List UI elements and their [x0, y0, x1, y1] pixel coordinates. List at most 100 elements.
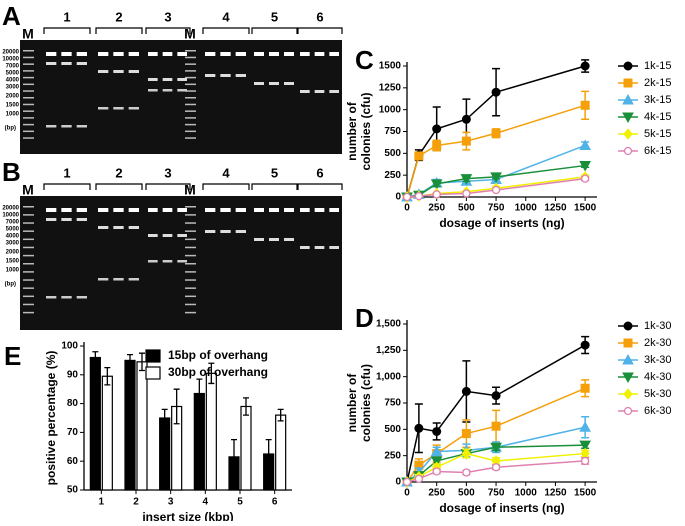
point	[432, 124, 442, 134]
ladder-band	[185, 97, 196, 99]
legend-label: 3k-30	[644, 354, 672, 366]
ladder-unit: (bp)	[5, 282, 16, 288]
ladder-band	[23, 83, 34, 86]
gel-band	[314, 208, 325, 212]
gel-band	[162, 208, 173, 212]
panel-label: A	[2, 1, 21, 31]
legend-marker	[622, 372, 634, 384]
lane-bracket	[202, 27, 250, 34]
point	[491, 185, 501, 195]
lane-bracket	[95, 27, 143, 34]
point	[414, 191, 424, 201]
y-tick-label: 500	[384, 424, 401, 435]
y-tick-label: 0	[395, 192, 401, 203]
gel-band	[284, 208, 294, 212]
gel-band	[162, 260, 173, 263]
ladder-band	[185, 287, 196, 289]
ladder-label: 20000	[2, 206, 19, 212]
gel-band	[113, 107, 124, 110]
ladder-band	[185, 117, 196, 119]
lane-bracket	[145, 27, 191, 34]
ladder-band	[23, 117, 34, 119]
x-axis-label: dosage of inserts (ng)	[439, 501, 564, 515]
point	[461, 114, 471, 124]
gel-band	[329, 52, 339, 56]
point	[432, 190, 441, 199]
ladder-label: 7000	[6, 220, 20, 226]
ladder-band	[23, 137, 34, 139]
point	[491, 463, 501, 472]
ladder-band	[23, 295, 34, 298]
point	[414, 474, 424, 483]
ladder-band	[23, 271, 34, 273]
gel-band	[46, 125, 57, 128]
error-bar	[173, 388, 180, 425]
gel-band	[61, 52, 72, 56]
gel-image	[20, 40, 342, 154]
point	[462, 468, 471, 477]
panel-label: E	[4, 341, 21, 371]
gel-band	[162, 52, 173, 56]
gel-band	[269, 52, 279, 56]
legend-marker	[623, 321, 633, 331]
ladder-band	[185, 295, 196, 298]
point	[491, 421, 501, 431]
gel-band	[148, 89, 158, 92]
ladder-band	[23, 303, 34, 306]
ladder-band	[23, 56, 34, 59]
gel-band	[128, 226, 139, 229]
gel-band	[76, 52, 87, 56]
gel-band	[98, 52, 109, 56]
legend-label: 2k-30	[644, 337, 672, 349]
x-tick-label: 0	[404, 488, 410, 499]
gel-band	[113, 52, 124, 56]
bar	[240, 405, 252, 491]
ladder-band	[23, 90, 34, 92]
lane-label: 5	[271, 165, 278, 180]
x-tick-label: 4	[203, 497, 209, 508]
gel-band	[205, 230, 216, 233]
lane-bracket	[43, 183, 91, 190]
y-tick-label: 750	[384, 126, 401, 137]
legend-marker	[622, 93, 634, 105]
bar	[228, 456, 240, 491]
ladder-band	[23, 103, 34, 106]
ladder-band	[185, 103, 196, 106]
lane-label: 1	[63, 9, 70, 24]
ladder-band	[185, 222, 196, 224]
ladder-label: 7000	[6, 64, 20, 70]
y-tick-label: 1,000	[376, 371, 401, 382]
gel-band	[128, 278, 139, 281]
ladder-band	[185, 230, 196, 232]
bar	[136, 361, 148, 491]
point	[461, 447, 472, 460]
gel-band	[177, 234, 187, 237]
ladder-label: 5000	[6, 227, 20, 233]
legend-label: 6k-15	[644, 145, 672, 157]
ladder-band	[185, 63, 196, 65]
lane-bracket	[43, 27, 91, 34]
legend-label: 15bp of overhang	[168, 348, 268, 362]
gel-band	[235, 208, 246, 212]
gel-band	[61, 125, 72, 128]
gel-band	[113, 70, 124, 73]
ladder-band	[23, 130, 34, 133]
gel-band	[61, 296, 72, 299]
ladder-band	[23, 63, 34, 65]
gel-band	[235, 74, 246, 77]
gel-band	[254, 208, 264, 212]
gel-band	[128, 70, 139, 73]
x-tick-label: 1500	[574, 488, 597, 499]
lane-label: 1	[63, 165, 70, 180]
ladder-band	[185, 311, 196, 314]
legend-marker	[623, 146, 633, 156]
gel-band	[128, 107, 139, 110]
legend-label: 5k-30	[644, 388, 672, 400]
gel-band	[177, 52, 187, 56]
x-tick-label: 3	[168, 497, 174, 508]
legend-marker	[623, 338, 633, 348]
panel-label: B	[2, 157, 21, 187]
y-axis-label: colonies (cfu)	[359, 92, 373, 170]
gel-band	[235, 52, 246, 56]
